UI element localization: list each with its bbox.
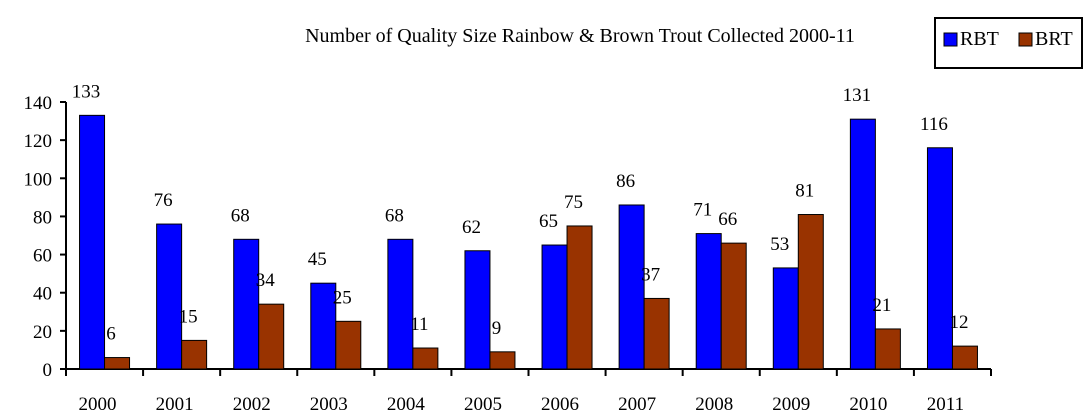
legend-swatch-brt [1018,32,1033,47]
axes: 0 20 40 60 80 100 120 140 2000 2001 2002 2003 2004 20… [24,93,992,415]
legend-label-brt: BRT [1035,28,1073,50]
bar-rbt [79,114,106,370]
x-tick-label: 2007 [618,394,656,415]
data-label-brt: 81 [795,181,814,202]
data-label-rbt: 65 [539,211,558,232]
data-label-rbt: 53 [770,234,789,255]
data-label-brt: 6 [106,324,116,345]
data-label-rbt: 71 [693,200,712,221]
chart-title: Number of Quality Size Rainbow & Brown T… [305,25,855,47]
data-label-rbt: 76 [154,190,173,211]
x-tick-label: 2008 [695,394,733,415]
bar-rbt [464,250,491,370]
data-label-brt: 37 [641,264,660,285]
bar-rbt [387,238,414,370]
x-tick-label: 2009 [772,394,810,415]
y-tick-label: 60 [33,246,52,267]
bar-brt [720,242,747,370]
y-tick-label: 80 [33,207,52,228]
data-label-brt: 25 [333,287,352,308]
y-tick-label: 120 [24,131,53,152]
data-label-rbt: 62 [462,217,481,238]
bar-rbt [233,238,260,370]
data-label-brt: 66 [718,209,737,230]
legend-box [934,17,1083,69]
x-tick-label: 2003 [310,394,348,415]
y-tick-label: 0 [43,360,53,381]
data-label-brt: 75 [564,192,583,213]
bar-brt [566,225,593,370]
bar-brt [797,214,824,370]
bar-rbt [618,204,645,370]
y-tick-label: 140 [24,93,53,114]
y-tick-label: 40 [33,284,52,305]
data-label-rbt: 133 [72,81,101,102]
data-labels: 133 76 68 45 68 62 65 86 71 53 131 116 6 15 34 25 11 9 75 3… [72,81,969,344]
x-tick-label: 2004 [387,394,426,415]
bar-brt [104,357,131,370]
bar-brt [412,347,439,370]
x-tick-label: 2002 [233,394,271,415]
bar-rbt [310,282,337,370]
data-label-rbt: 86 [616,171,635,192]
data-label-brt: 15 [179,306,198,327]
legend: RBT BRT [934,17,1083,69]
data-label-rbt: 45 [308,249,327,270]
data-label-brt: 9 [492,318,502,339]
x-tick-label: 2011 [927,394,964,415]
bar-brt [489,351,516,370]
x-tick-label: 2005 [464,394,502,415]
data-label-brt: 11 [410,314,428,335]
bar-rbt [849,118,876,370]
data-label-brt: 34 [256,270,276,291]
data-label-brt: 21 [872,295,891,316]
x-tick-label: 2000 [79,394,117,415]
data-label-brt: 12 [949,312,968,333]
bar-rbt [926,147,953,370]
y-tick-label: 20 [33,322,52,343]
bar-brt [181,339,208,370]
bar-rbt [772,267,799,370]
data-label-rbt: 116 [920,114,948,135]
bar-rbt [541,244,568,370]
bars [79,114,978,370]
x-tick-label: 2001 [156,394,194,415]
x-tick-label: 2010 [849,394,887,415]
bar-brt [335,320,362,370]
legend-swatch-rbt [943,32,958,47]
legend-label-rbt: RBT [960,28,999,50]
x-tick-label: 2006 [541,394,579,415]
y-tick-label: 100 [24,169,53,190]
bar-brt [874,328,901,370]
data-label-rbt: 68 [385,205,404,226]
bar-rbt [695,233,722,370]
data-label-rbt: 131 [843,85,872,106]
bar-rbt [156,223,183,370]
bar-brt [643,297,670,370]
bar-brt [951,345,978,370]
data-label-rbt: 68 [231,205,250,226]
bar-brt [258,303,285,370]
